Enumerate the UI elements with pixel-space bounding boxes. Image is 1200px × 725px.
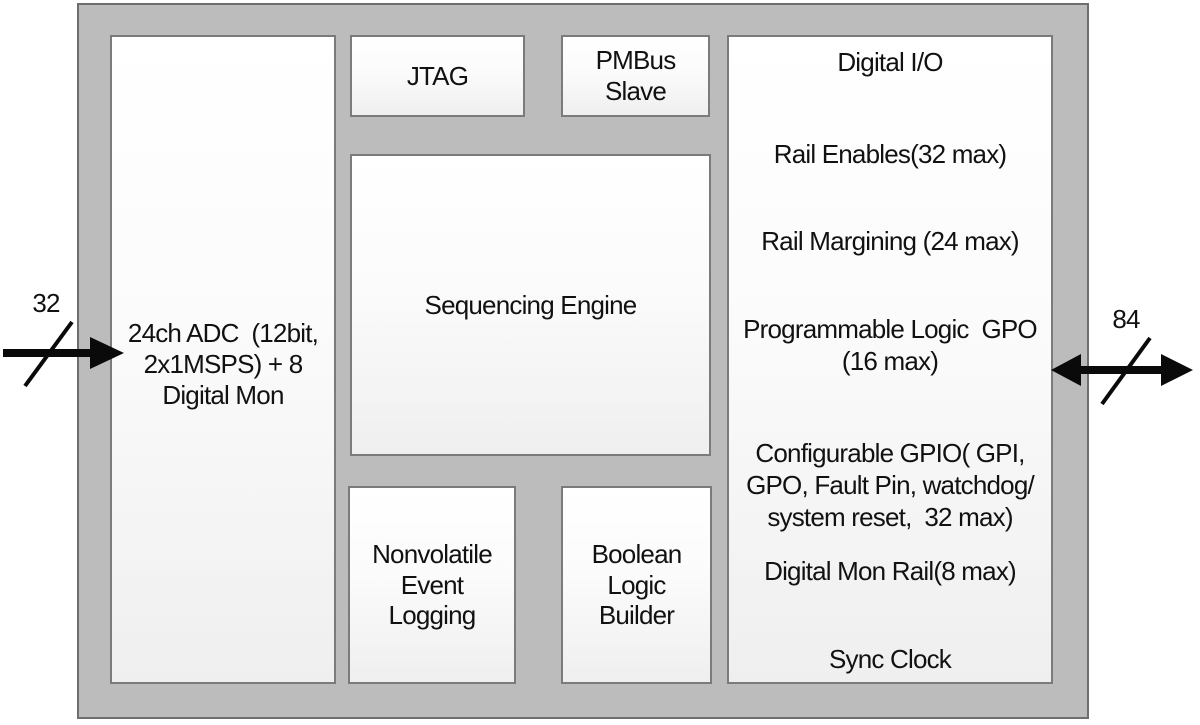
right-bus-width-label: 84 <box>1112 304 1140 334</box>
adc-label-line: Digital Mon <box>162 379 284 410</box>
digital-io-title: Digital I/O <box>837 47 943 77</box>
left-bus-width-label: 32 <box>32 288 60 318</box>
block-adc: 24ch ADC (12bit, 2x1MSPS) + 8 Digital Mo… <box>110 35 336 684</box>
nvlog-label-line: Logging <box>388 600 477 631</box>
adc-label-line: 24ch ADC (12bit, <box>127 318 319 349</box>
digital-io-item: Configurable GPIO( GPI, <box>755 438 1025 468</box>
block-boolean-logic-builder: Boolean Logic Builder <box>561 486 712 684</box>
digital-io-item: Rail Margining (24 max) <box>761 226 1019 256</box>
digital-io-item: Digital Mon Rail(8 max) <box>764 556 1017 586</box>
left-bus-arrow-icon <box>3 320 124 388</box>
boolean-label-line: Logic <box>607 569 666 600</box>
sequencing-engine-label: Sequencing Engine <box>424 289 638 320</box>
digital-io-item: system reset, 32 max) <box>767 502 1013 532</box>
block-pmbus-slave: PMBus Slave <box>561 35 710 117</box>
digital-io-item: GPO, Fault Pin, watchdog/ <box>746 470 1035 500</box>
adc-label-line: 2x1MSPS) + 8 <box>143 349 304 380</box>
digital-io-item: (16 max) <box>841 346 939 376</box>
boolean-label-line: Boolean <box>591 538 683 569</box>
pmbus-label-line: Slave <box>604 76 667 106</box>
nvlog-label-line: Event <box>400 569 464 600</box>
nvlog-label-line: Nonvolatile <box>372 538 493 569</box>
block-jtag: JTAG <box>350 35 525 117</box>
jtag-label: JTAG <box>406 60 469 91</box>
digital-io-item: Programmable Logic GPO <box>743 314 1038 344</box>
chip-frame: 24ch ADC (12bit, 2x1MSPS) + 8 Digital Mo… <box>77 3 1089 719</box>
block-digital-io: Digital I/O Rail Enables(32 max) Rail Ma… <box>727 35 1053 684</box>
boolean-label-line: Builder <box>598 600 675 631</box>
pmbus-label-line: PMBus <box>595 45 677 76</box>
digital-io-item: Sync Clock <box>828 644 952 674</box>
block-sequencing-engine: Sequencing Engine <box>350 154 711 456</box>
right-bus-arrow-icon <box>1051 336 1193 406</box>
block-nonvolatile-event-logging: Nonvolatile Event Logging <box>348 486 516 684</box>
digital-io-item: Rail Enables(32 max) <box>773 139 1007 169</box>
